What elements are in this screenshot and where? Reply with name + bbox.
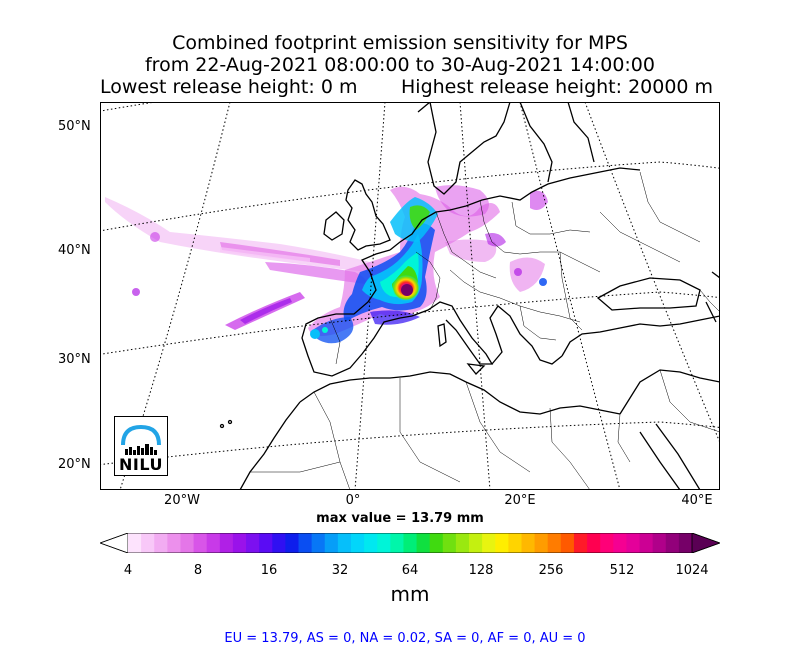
colorbar-segment <box>469 533 483 553</box>
chart-subtitle-period: from 22-Aug-2021 08:00:00 to 30-Aug-2021… <box>144 54 655 76</box>
colorbar-tick-256: 256 <box>538 563 564 578</box>
highest-release-height: Highest release height: 20000 m <box>401 76 714 98</box>
colorbar-segment <box>587 533 601 553</box>
colorbar-segment <box>259 533 273 553</box>
lon-label-0: 0° <box>345 493 361 508</box>
colorbar-tick-16: 16 <box>260 563 278 578</box>
colorbar-tick-4: 4 <box>123 563 133 578</box>
colorbar-segment <box>246 533 260 553</box>
region-summary: EU = 13.79, AS = 0, NA = 0.02, SA = 0, A… <box>224 631 586 646</box>
colorbar-segment <box>534 533 549 553</box>
colorbar-segment <box>206 533 221 553</box>
lat-label-30n: 30°N <box>58 352 91 367</box>
lon-label-40e: 40°E <box>681 493 713 508</box>
colorbar-segment <box>639 533 654 553</box>
colorbar-segment <box>626 533 641 553</box>
colorbar-segment <box>482 533 496 553</box>
map-panel <box>100 102 720 490</box>
colorbar-tick-1024: 1024 <box>675 563 709 578</box>
colorbar-segment <box>285 533 300 553</box>
colorbar-segment <box>560 533 575 553</box>
colorbar-segment <box>180 533 195 553</box>
colorbar-tick-512: 512 <box>609 563 635 578</box>
colorbar-segment <box>193 533 208 553</box>
colorbar-tick-64: 64 <box>401 563 419 578</box>
lat-label-50n: 50°N <box>58 119 91 134</box>
colorbar-segment <box>455 533 470 553</box>
colorbar-segment <box>547 533 562 553</box>
lat-label-20n: 20°N <box>58 457 91 472</box>
lowest-release-height: Lowest release height: 0 m <box>100 76 358 98</box>
colorbar-segment <box>364 533 378 553</box>
colorbar-tick-32: 32 <box>331 563 349 578</box>
emission-sensitivity-field <box>105 185 548 344</box>
colorbar-segment <box>167 533 182 553</box>
colorbar-segment <box>311 533 326 553</box>
max-value-label: max value = 13.79 mm <box>316 511 484 526</box>
colorbar-segment <box>219 533 234 553</box>
colorbar-segment <box>495 533 509 553</box>
colorbar-segment <box>272 533 286 553</box>
colorbar-segment <box>377 533 391 553</box>
colorbar-segment <box>154 533 168 553</box>
colorbar-segment <box>573 533 588 553</box>
lon-label-20w: 20°W <box>164 493 200 508</box>
country-borders <box>250 171 720 490</box>
lon-label-20e: 20°E <box>504 493 536 508</box>
colorbar-tick-128: 128 <box>468 563 494 578</box>
colorbar-segment <box>613 533 628 553</box>
colorbar-segment <box>600 533 614 553</box>
colorbar <box>100 533 720 553</box>
graticule <box>100 102 720 490</box>
colorbar-segment <box>390 533 405 553</box>
colorbar-segment <box>324 533 339 553</box>
colorbar-tick-8: 8 <box>193 563 203 578</box>
nilu-logo: NILU <box>114 416 168 476</box>
colorbar-extend-low <box>100 533 129 553</box>
colorbar-segment <box>403 533 418 553</box>
colorbar-segment <box>429 533 444 553</box>
colorbar-segment <box>337 533 352 553</box>
colorbar-segment <box>665 533 680 553</box>
colorbar-segment <box>442 533 457 553</box>
colorbar-segment <box>508 533 523 553</box>
colorbar-segment <box>141 533 155 553</box>
colorbar-segment <box>128 533 142 553</box>
nilu-logo-text: NILU <box>119 455 163 474</box>
colorbar-segment <box>652 533 667 553</box>
colorbar-segment <box>298 533 313 553</box>
lat-label-40n: 40°N <box>58 243 91 258</box>
colorbar-unit: mm <box>390 582 430 606</box>
colorbar-segment <box>232 533 247 553</box>
colorbar-extend-high <box>691 533 720 553</box>
chart-title: Combined footprint emission sensitivity … <box>172 32 628 54</box>
colorbar-segment <box>416 533 431 553</box>
colorbar-segment <box>678 533 693 553</box>
colorbar-segment <box>350 533 365 553</box>
colorbar-segment <box>521 533 536 553</box>
